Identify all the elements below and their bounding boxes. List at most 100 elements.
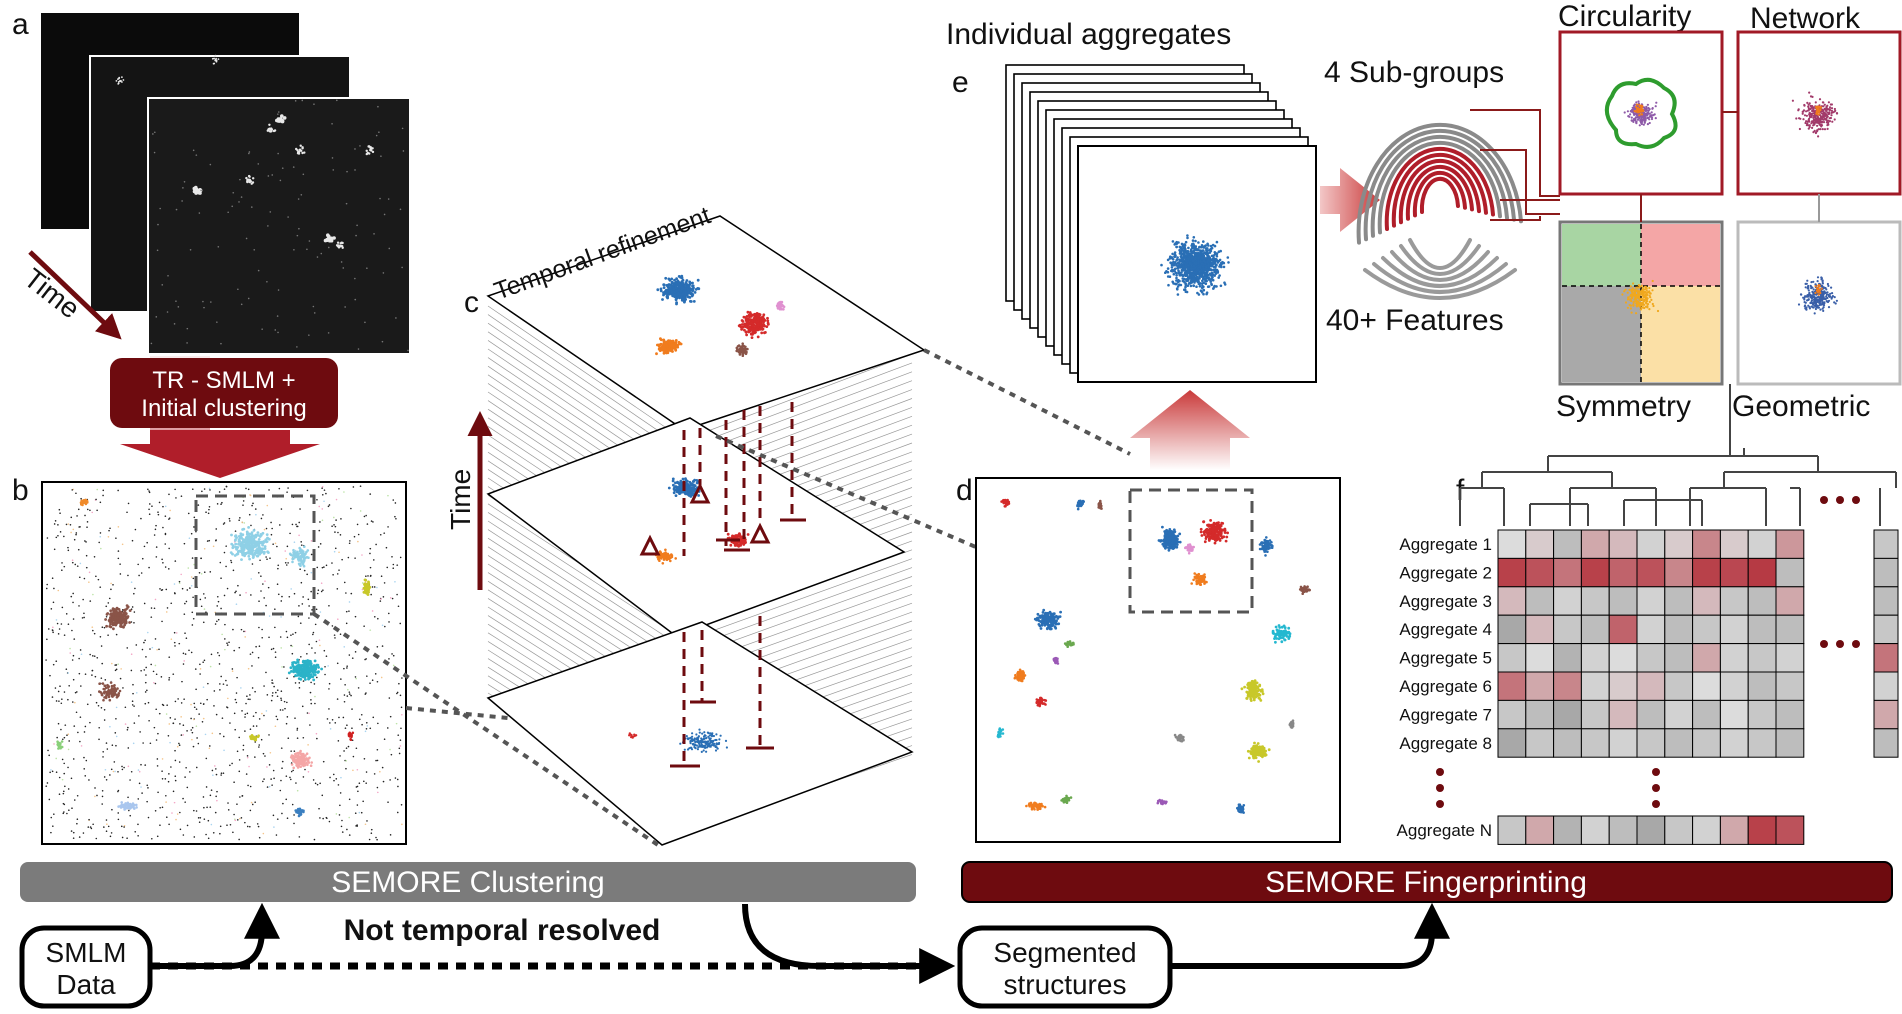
heatmap-cell	[1775, 614, 1805, 645]
heatmap-cell	[1525, 557, 1555, 588]
up-arrow	[1130, 390, 1250, 470]
heatmap-cell	[1608, 643, 1638, 673]
heatmap-cell	[1719, 614, 1749, 645]
row-label: Aggregate 1	[1399, 535, 1492, 554]
heatmap-cell	[1525, 728, 1555, 758]
heatmap-cell	[1525, 529, 1555, 559]
heatmap-cell	[1719, 557, 1749, 588]
flow-arrow-2	[742, 903, 956, 984]
heatmap-cell	[1775, 557, 1805, 588]
subgroups-label: 4 Sub-groups	[1324, 56, 1504, 89]
heatmap-cell	[1636, 815, 1666, 845]
heatmap-cell	[1747, 699, 1777, 730]
heatmap-cell	[1873, 699, 1899, 730]
heatmap-cell	[1553, 614, 1582, 645]
heatmap-cell	[1775, 815, 1805, 845]
heatmap-cell	[1873, 614, 1899, 645]
cluster-points-b	[45, 485, 403, 841]
down-arrow	[120, 430, 320, 478]
symmetry-q2	[1641, 224, 1720, 286]
bottom-flow: SEMORE Clustering SEMORE Fingerprinting …	[19, 861, 1893, 1009]
heatmap-cell	[1580, 614, 1610, 645]
heatmap-cell	[1636, 728, 1666, 758]
fingerprinting-bar-label: SEMORE Fingerprinting	[1265, 866, 1587, 899]
features-label: 40+ Features	[1326, 304, 1504, 337]
panel-letter-c: c	[464, 286, 479, 319]
heatmap-cell	[1497, 728, 1527, 758]
heatmap-cell	[1608, 699, 1638, 730]
heatmap-cell	[1747, 614, 1777, 645]
heatmap-cell	[1747, 728, 1777, 758]
geometric-label: Geometric	[1732, 390, 1870, 423]
heatmap-cell	[1525, 815, 1555, 845]
heatmap-cell	[1747, 529, 1777, 559]
clustering-bar	[20, 862, 916, 902]
heatmap-cell	[1664, 728, 1694, 758]
heatmap-cell	[1580, 671, 1610, 701]
heatmap-cell	[1692, 671, 1721, 701]
heatmap-cell	[1636, 529, 1666, 559]
clustering-bar-label: SEMORE Clustering	[331, 866, 604, 899]
row-label: Aggregate 7	[1399, 705, 1492, 724]
heatmap-cell	[1664, 643, 1694, 673]
fingerprint-icon	[1356, 122, 1523, 300]
heatmap-cell	[1553, 643, 1582, 673]
heatmap-cell	[1664, 699, 1694, 730]
heatmap-cell	[1553, 557, 1582, 588]
heatmap-cell	[1692, 586, 1721, 616]
zoom-line-c1	[923, 348, 1131, 456]
zoom-box-d	[1128, 488, 1254, 614]
heatmap-cell	[1497, 586, 1527, 616]
layer-middle	[486, 417, 906, 637]
heatmap-cell	[1747, 815, 1777, 845]
panel-b: b	[12, 474, 660, 847]
dendrogram	[1459, 448, 1897, 526]
heatmap-cell	[1636, 557, 1666, 588]
heatmap-cell	[1580, 699, 1610, 730]
panel-links	[1640, 111, 1820, 222]
heatmap-cell	[1497, 614, 1527, 645]
feature-heatmap: Aggregate 1 Aggregate 2 Aggregate 3 Aggrega…	[1397, 529, 1899, 845]
heatmap-cell	[1775, 586, 1805, 616]
ellipsis-dots	[1436, 496, 1860, 808]
event-markers	[639, 482, 806, 768]
heatmap-cell	[1775, 671, 1805, 701]
heatmap-cell	[1719, 586, 1749, 616]
fluorescence-spots	[115, 54, 409, 352]
panel-d: d	[956, 390, 1341, 843]
heatmap-cell	[1636, 671, 1666, 701]
zoom-line-b1	[312, 612, 660, 847]
heatmap-cell	[1497, 699, 1527, 730]
panel-letter-d: d	[956, 474, 973, 507]
heatmap-cell	[1692, 728, 1721, 758]
heatmap-cell	[1719, 728, 1749, 758]
heatmap-cell	[1664, 557, 1694, 588]
time-arrow-a	[28, 250, 122, 340]
symmetry-q3	[1562, 286, 1641, 382]
heatmap-cell	[1608, 671, 1638, 701]
heatmap-cell	[1525, 671, 1555, 701]
heatmap-cell	[1692, 529, 1721, 559]
aggregate-points	[1160, 234, 1230, 296]
heatmap-cell	[1636, 586, 1666, 616]
heatmap-cell	[1873, 529, 1899, 559]
heatmap-cell	[1873, 728, 1899, 758]
fingerprint-connectors	[1470, 109, 1560, 221]
heatmap-cell	[1692, 699, 1721, 730]
heatmap-cell	[1775, 699, 1805, 730]
heatmap-cell	[1636, 699, 1666, 730]
heatmap-cell	[1664, 614, 1694, 645]
heatmap-cell	[1692, 557, 1721, 588]
heatmap-cell	[1525, 586, 1555, 616]
heatmap-cell	[1636, 614, 1666, 645]
row-label: Aggregate 3	[1399, 592, 1492, 611]
heatmap-cell	[1553, 728, 1582, 758]
panel-letter-b: b	[12, 474, 29, 507]
cluster-points-d	[996, 498, 1311, 814]
heatmap-cell	[1664, 529, 1694, 559]
symmetry-label: Symmetry	[1556, 390, 1691, 423]
heatmap-cell	[1692, 815, 1721, 845]
heatmap-cell	[1636, 643, 1666, 673]
heatmap-cell	[1692, 614, 1721, 645]
zoom-line-b2	[405, 706, 529, 722]
